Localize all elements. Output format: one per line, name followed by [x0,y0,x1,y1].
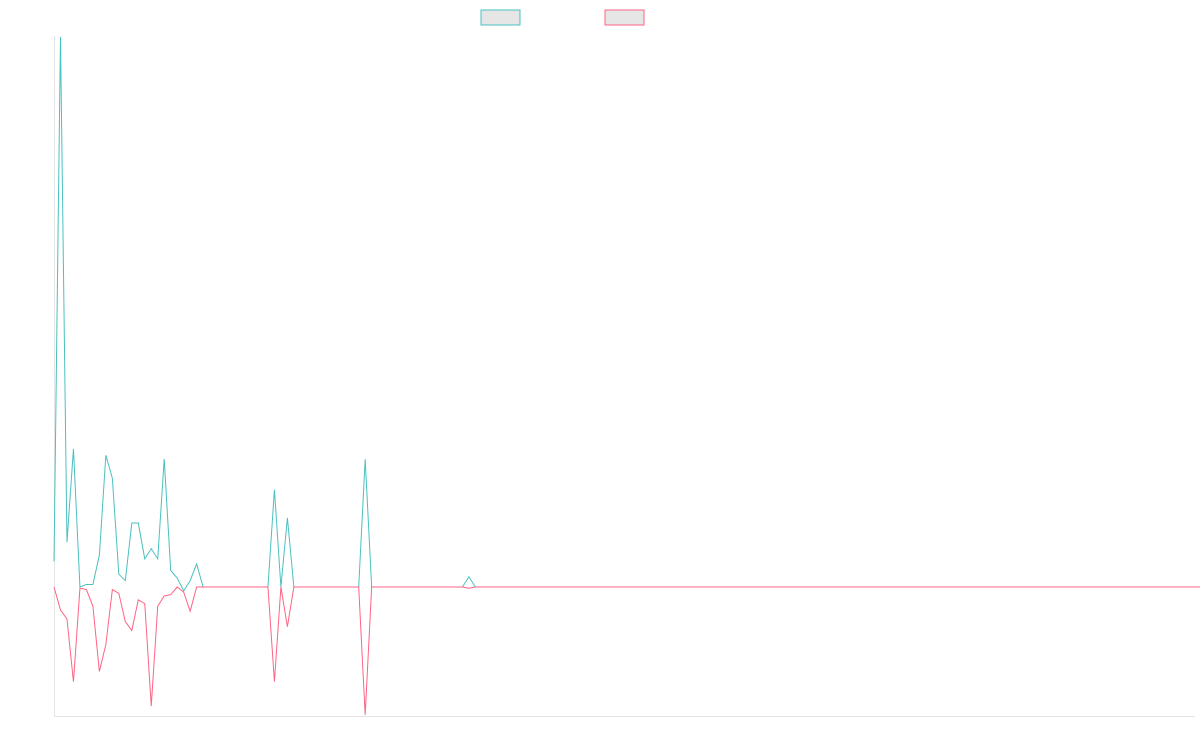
series-layer [53,36,1200,715]
series-line-2 [53,586,1200,715]
legend-swatch-series-1[interactable] [480,9,521,26]
legend [480,9,645,26]
series-line-1 [53,36,1200,592]
legend-swatch-series-2[interactable] [604,9,645,26]
